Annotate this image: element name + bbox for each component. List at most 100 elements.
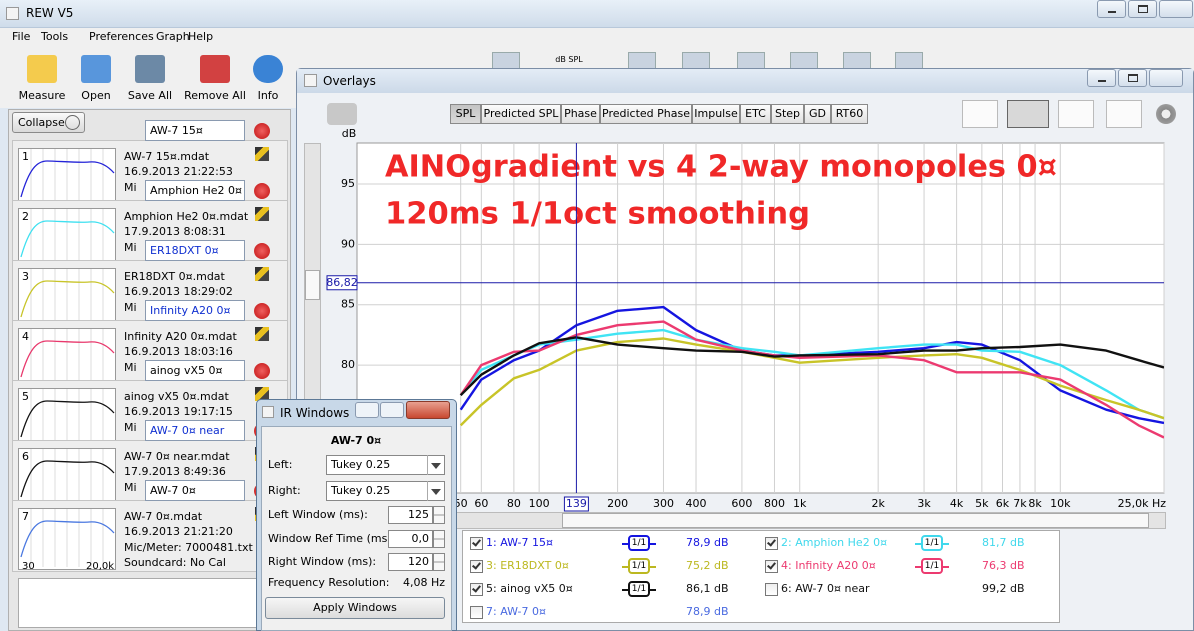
smoothing-icon[interactable]: 1/1 xyxy=(921,558,943,574)
graph-control[interactable] xyxy=(1106,100,1142,128)
graph-control[interactable] xyxy=(1058,100,1094,128)
spinner-buttons[interactable] xyxy=(433,529,445,548)
resolution-label: Frequency Resolution: xyxy=(268,576,390,589)
remove-button[interactable] xyxy=(254,243,270,259)
spinner-field[interactable]: 0,0 xyxy=(388,529,433,548)
spinner-buttons[interactable] xyxy=(433,506,445,524)
menu-item[interactable]: Tools xyxy=(41,30,69,43)
graph-tab[interactable]: Predicted SPL xyxy=(481,104,561,124)
snapshot-button[interactable] xyxy=(327,103,357,125)
legend-checkbox[interactable] xyxy=(470,583,483,596)
remove-button[interactable] xyxy=(254,363,270,379)
smoothing-icon[interactable]: 1/1 xyxy=(921,535,943,551)
settings-button[interactable] xyxy=(1156,104,1176,124)
graph-tab[interactable]: ETC xyxy=(740,104,771,124)
toolbar-icon[interactable] xyxy=(27,55,57,83)
graph-tab[interactable]: Phase xyxy=(561,104,600,124)
legend-checkbox[interactable] xyxy=(470,560,483,573)
name-field[interactable]: ainog vX5 0¤ xyxy=(145,360,245,381)
remove-button[interactable] xyxy=(254,303,270,319)
remove-button[interactable] xyxy=(254,123,270,139)
window-button[interactable] xyxy=(380,402,404,418)
spinner-label: Window Ref Time (ms): xyxy=(268,531,396,545)
spinner-buttons[interactable] xyxy=(433,553,445,571)
window-button[interactable] xyxy=(1149,69,1183,87)
smoothing-icon[interactable]: 1/1 xyxy=(628,558,650,574)
window-button[interactable] xyxy=(1128,0,1157,18)
name-field[interactable]: AW-7 15¤ xyxy=(145,120,245,141)
combo-box[interactable]: Tukey 0.25 xyxy=(326,455,445,475)
toolbar-icon[interactable] xyxy=(135,55,165,83)
toolbar-icon[interactable] xyxy=(200,55,230,83)
toolbar-label[interactable]: Info xyxy=(257,89,279,102)
collapse-button[interactable]: Collapse xyxy=(12,112,85,133)
toolbar-label[interactable]: Open xyxy=(81,89,111,102)
menu-item[interactable]: Graph xyxy=(156,30,190,43)
overlays-title: Overlays xyxy=(323,74,376,88)
combo-box[interactable]: Tukey 0.25 xyxy=(326,481,445,501)
toolbar-label[interactable]: Remove All xyxy=(184,89,246,102)
entry-file: ER18DXT 0¤.mdat xyxy=(124,270,225,283)
graph-icon[interactable] xyxy=(255,327,269,341)
entry-number: 5 xyxy=(22,390,29,403)
legend-label: 3: ER18DXT 0¤ xyxy=(486,559,569,572)
name-field[interactable]: ER18DXT 0¤ xyxy=(145,240,245,261)
name-field[interactable]: AW-7 0¤ xyxy=(145,480,245,501)
thumbnail-graph xyxy=(20,329,115,385)
legend-label: 2: Amphion He2 0¤ xyxy=(781,536,888,549)
graph-icon[interactable] xyxy=(255,387,269,401)
graph-tab[interactable]: RT60 xyxy=(831,104,868,124)
v-scroll-thumb[interactable] xyxy=(305,270,320,300)
entry-number: 3 xyxy=(22,270,29,283)
graph-icon[interactable] xyxy=(255,207,269,221)
legend-checkbox[interactable] xyxy=(470,537,483,550)
name-field[interactable]: Infinity A20 0¤ xyxy=(145,300,245,321)
toolbar-label[interactable]: Measure xyxy=(18,89,66,102)
graph-icon[interactable] xyxy=(255,147,269,161)
graph-tab[interactable]: Impulse xyxy=(692,104,740,124)
graph-control[interactable] xyxy=(962,100,998,128)
window-button[interactable] xyxy=(1097,0,1126,18)
graph-tab[interactable]: Predicted Phase xyxy=(600,104,692,124)
graph-tab[interactable]: Step xyxy=(771,104,804,124)
graph-tab[interactable]: GD xyxy=(804,104,831,124)
graph-control[interactable] xyxy=(1007,100,1049,128)
window-button[interactable] xyxy=(1087,69,1116,87)
h-scroll-thumb[interactable] xyxy=(562,513,1149,528)
legend-checkbox[interactable] xyxy=(765,537,778,550)
legend-label: 4: Infinity A20 0¤ xyxy=(781,559,876,572)
legend-level: 86,1 dB xyxy=(686,582,729,595)
name-field[interactable]: Amphion He2 0¤ xyxy=(145,180,245,201)
combo-arrow-icon xyxy=(431,463,441,469)
toolbar-icon[interactable] xyxy=(253,55,283,83)
smoothing-icon[interactable]: 1/1 xyxy=(628,581,650,597)
spinner-field[interactable]: 120 xyxy=(388,553,433,571)
thumbnail xyxy=(18,148,116,206)
spinner-field[interactable]: 125 xyxy=(388,506,433,524)
graph-icon[interactable] xyxy=(255,267,269,281)
legend-level: 75,2 dB xyxy=(686,559,729,572)
smoothing-icon[interactable]: 1/1 xyxy=(628,535,650,551)
window-button[interactable] xyxy=(1118,69,1147,87)
remove-button[interactable] xyxy=(254,183,270,199)
window-button[interactable] xyxy=(355,402,379,418)
graph-tab[interactable]: SPL xyxy=(450,104,481,124)
menu-item[interactable]: Preferences xyxy=(89,30,154,43)
apply-button[interactable]: Apply Windows xyxy=(265,597,445,619)
menu-item[interactable]: File xyxy=(12,30,31,43)
thumb-axis-label: 30 xyxy=(22,561,35,572)
toolbar-icon[interactable] xyxy=(81,55,111,83)
legend-checkbox[interactable] xyxy=(470,606,483,619)
entry-number: 6 xyxy=(22,450,29,463)
name-field[interactable]: AW-7 0¤ near xyxy=(145,420,245,441)
window-button[interactable] xyxy=(1159,0,1193,18)
legend-checkbox[interactable] xyxy=(765,560,778,573)
legend-level: 78,9 dB xyxy=(686,536,729,549)
toolbar-label[interactable]: Save All xyxy=(127,89,173,102)
menu-item[interactable]: Help xyxy=(188,30,214,43)
window-close[interactable] xyxy=(406,401,450,419)
thumbnail-graph xyxy=(20,209,115,265)
legend-checkbox[interactable] xyxy=(765,583,778,596)
app-icon xyxy=(262,406,274,418)
check-mark xyxy=(472,560,481,570)
